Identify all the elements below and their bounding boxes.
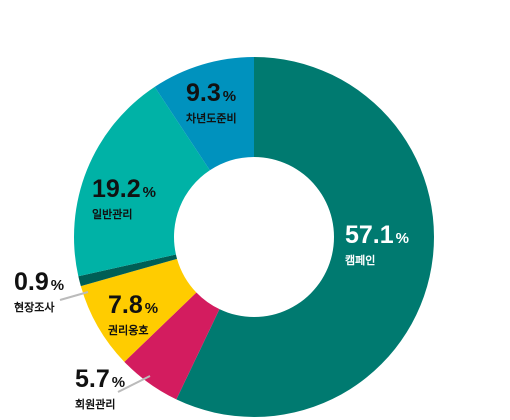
leader-line bbox=[59, 291, 89, 301]
category-label: 권리옹호 bbox=[108, 323, 148, 337]
value-label: 0.9% bbox=[14, 268, 64, 296]
value-number: 0.9 bbox=[14, 268, 49, 296]
category-label: 현장조사 bbox=[14, 300, 55, 314]
value-number: 9.3 bbox=[186, 79, 221, 107]
donut-slice bbox=[80, 258, 197, 362]
value-number: 57.1 bbox=[345, 221, 394, 249]
value-unit: % bbox=[396, 230, 409, 247]
value-unit: % bbox=[143, 184, 156, 201]
value-label: 57.1% bbox=[345, 221, 409, 249]
value-number: 19.2 bbox=[92, 175, 141, 203]
value-unit: % bbox=[112, 374, 125, 391]
value-number: 7.8 bbox=[108, 291, 143, 319]
value-label: 7.8% bbox=[108, 291, 158, 319]
donut-slice bbox=[73, 86, 210, 277]
donut-slice bbox=[176, 57, 434, 417]
donut-slice bbox=[78, 254, 178, 287]
value-unit: % bbox=[145, 300, 158, 317]
value-label: 5.7% bbox=[75, 365, 125, 393]
leader-line bbox=[117, 375, 151, 393]
category-label: 캠페인 bbox=[345, 253, 375, 267]
category-label: 차년도준비 bbox=[186, 111, 237, 125]
value-label: 9.3% bbox=[186, 79, 236, 107]
value-unit: % bbox=[223, 88, 236, 105]
category-label: 일반관리 bbox=[92, 207, 132, 221]
donut-slice bbox=[154, 57, 254, 171]
value-label: 19.2% bbox=[92, 175, 156, 203]
category-label: 회원관리 bbox=[75, 397, 115, 411]
value-number: 5.7 bbox=[75, 365, 110, 393]
donut-slice bbox=[124, 292, 220, 400]
value-unit: % bbox=[51, 277, 64, 294]
